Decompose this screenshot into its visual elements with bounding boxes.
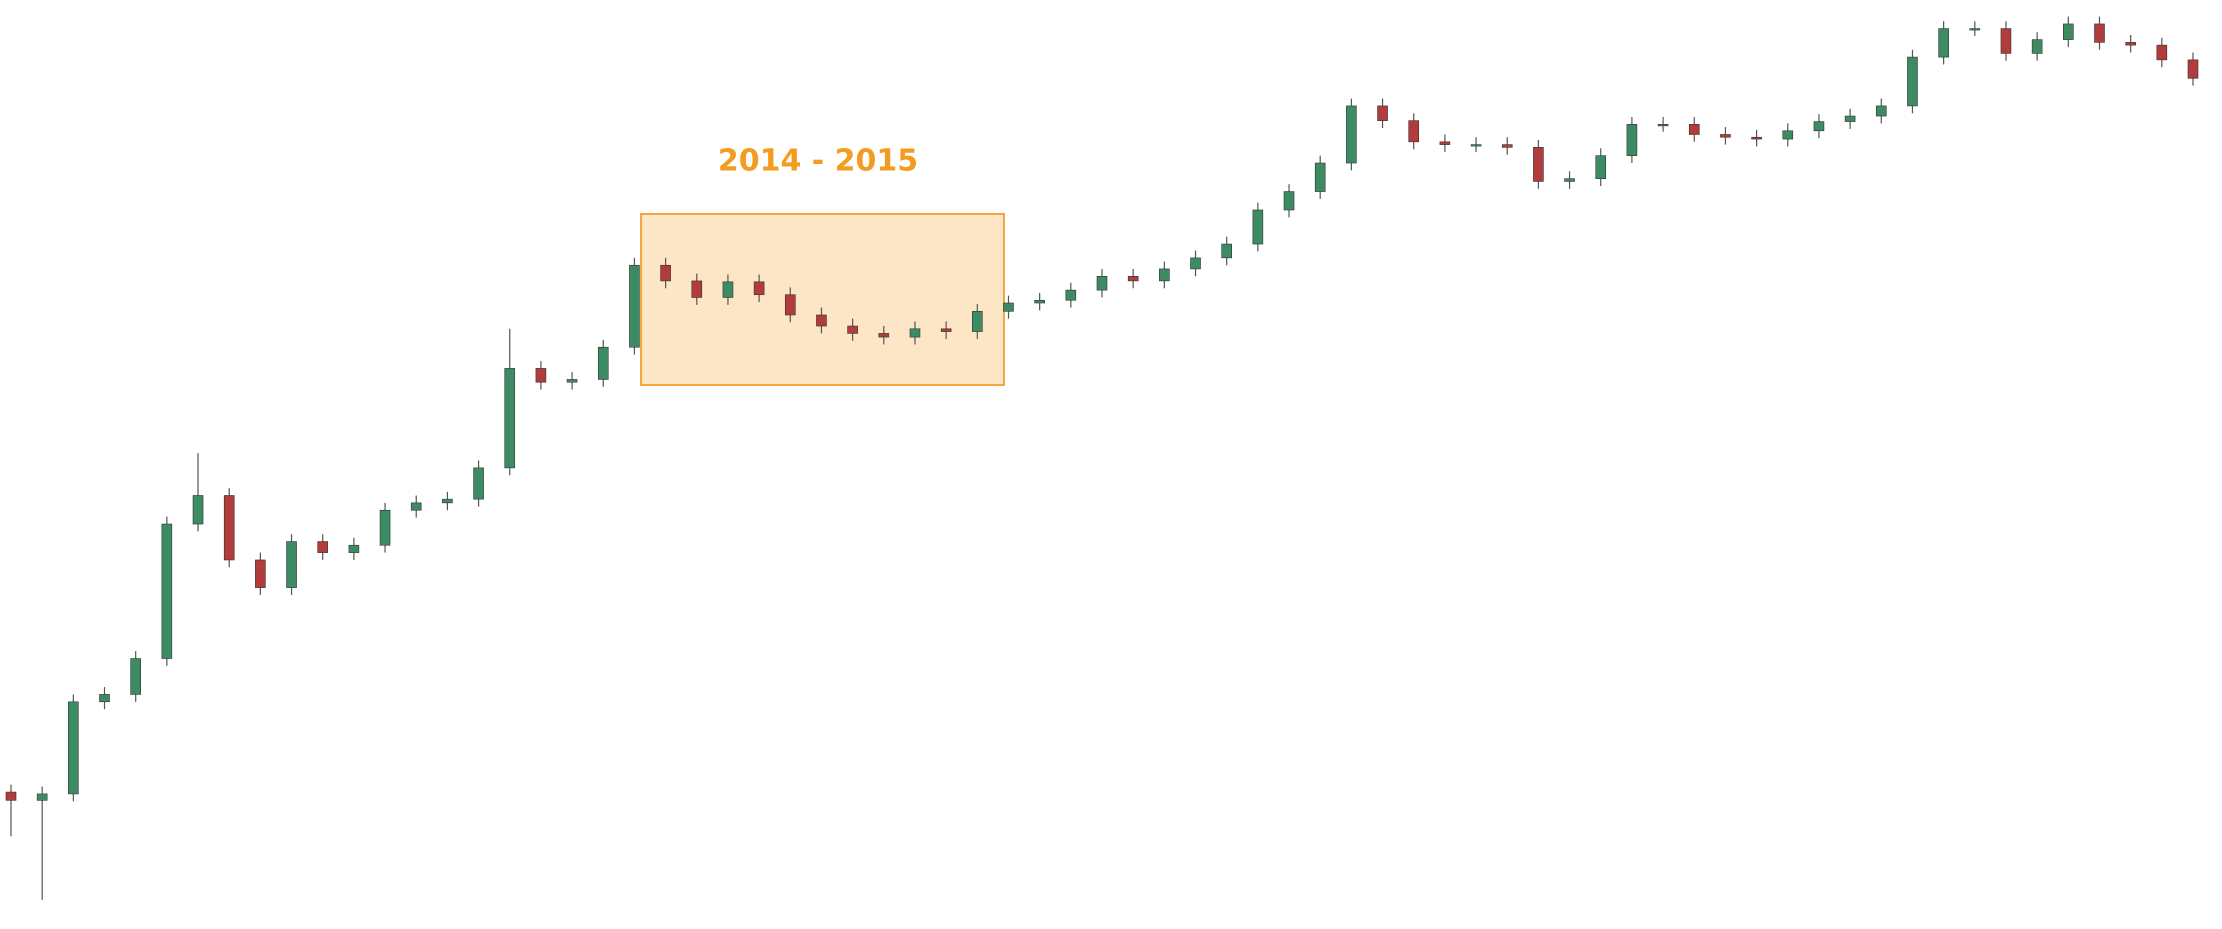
annotation: 2014 - 2015 xyxy=(718,144,918,179)
candle-body xyxy=(99,694,110,703)
candle-body xyxy=(348,544,360,553)
candle-body xyxy=(1159,268,1170,282)
candle-body xyxy=(255,559,266,588)
candle-body xyxy=(442,498,453,504)
candle-body xyxy=(2125,42,2136,46)
candle-body xyxy=(1065,289,1077,301)
candle-body xyxy=(192,495,204,525)
candle-body xyxy=(1907,56,1918,107)
candle-body xyxy=(972,310,983,332)
candle-body xyxy=(36,793,48,801)
candle-body xyxy=(1346,105,1357,164)
candle-body xyxy=(691,280,703,298)
candle-body xyxy=(597,346,609,380)
candle-body xyxy=(1470,144,1482,147)
candle-body xyxy=(1875,105,1887,117)
candle-body xyxy=(1782,130,1794,140)
candle-body xyxy=(847,325,858,334)
candle-body xyxy=(816,314,827,327)
candle-body xyxy=(909,328,921,338)
candle-body xyxy=(317,541,329,553)
candle-body xyxy=(1190,257,1201,270)
candle-body xyxy=(1127,275,1139,282)
candle-body xyxy=(1501,144,1513,148)
candle-body xyxy=(1813,121,1825,132)
candle-body xyxy=(629,264,640,348)
candle-body xyxy=(660,264,671,282)
candle-body xyxy=(753,281,765,296)
candle-body xyxy=(1751,136,1762,140)
candle-body xyxy=(1252,209,1264,245)
candle-body xyxy=(1096,275,1108,291)
candle-body xyxy=(1283,191,1295,211)
candle-body xyxy=(1408,120,1420,143)
candle-body xyxy=(1969,28,1981,31)
candle-body xyxy=(535,368,547,383)
candle-body xyxy=(379,509,391,546)
candle-body xyxy=(5,791,17,801)
candle-body xyxy=(410,502,422,511)
candle-body xyxy=(784,294,796,316)
candle-body xyxy=(2063,23,2074,40)
candle-body xyxy=(2156,44,2168,61)
candle-body xyxy=(1844,115,1856,122)
candle-body xyxy=(566,379,578,383)
candle-body xyxy=(2031,39,2043,54)
candle-body xyxy=(223,495,235,561)
candle-body xyxy=(1533,147,1544,182)
candle-body xyxy=(2187,59,2199,79)
candle-body xyxy=(1657,124,1669,127)
candle-body xyxy=(1626,124,1638,156)
candle-body xyxy=(1221,243,1232,259)
candle-body xyxy=(504,368,516,469)
candle-body xyxy=(1564,178,1575,182)
candle-body xyxy=(1938,28,1949,58)
highlight-region xyxy=(640,213,1005,386)
candle-body xyxy=(1439,141,1451,145)
candle-body xyxy=(286,541,297,588)
candle-body xyxy=(161,523,173,659)
candle-body xyxy=(878,333,890,338)
candle-body xyxy=(2094,23,2105,43)
candle-body xyxy=(1720,134,1731,138)
candle-body xyxy=(1595,155,1607,179)
candle-body xyxy=(1034,299,1045,304)
candle-body xyxy=(1688,124,1700,135)
candle-body xyxy=(1314,162,1326,192)
candle-body xyxy=(722,281,734,298)
candle-body xyxy=(473,467,484,500)
candle-body xyxy=(130,658,141,695)
candle-body xyxy=(940,328,952,332)
candle-body xyxy=(2000,28,2012,54)
candle-body xyxy=(1377,105,1388,121)
candle-body xyxy=(1003,302,1014,312)
candle-body xyxy=(68,701,79,795)
